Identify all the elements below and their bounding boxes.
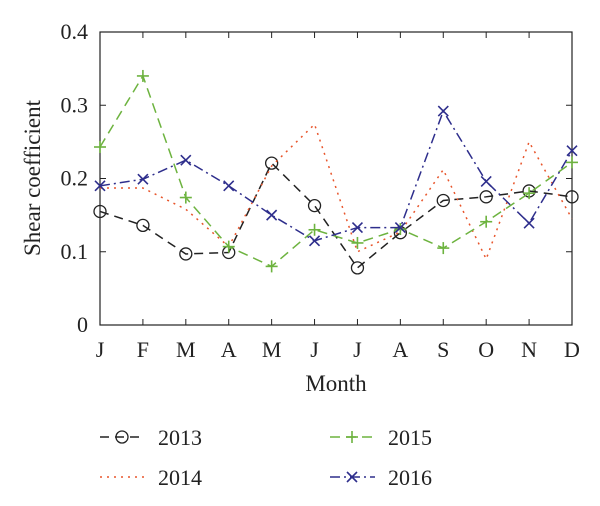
x-tick-label: O <box>478 337 494 362</box>
x-tick-label: S <box>437 337 449 362</box>
legend-label: 2015 <box>388 425 432 450</box>
data-point-2013 <box>479 190 493 204</box>
data-point-2015 <box>222 240 235 253</box>
y-axis-title: Shear coefficient <box>20 99 45 256</box>
data-point-2015 <box>566 156 578 169</box>
data-point-2015 <box>480 215 493 228</box>
legend-marker <box>115 430 129 444</box>
series-line-2016 <box>99 109 573 242</box>
series-line-2015 <box>99 74 573 268</box>
legend-item-2014: 2014 <box>100 465 202 490</box>
y-tick-label: 0.3 <box>61 92 89 117</box>
data-point-2013 <box>136 218 150 233</box>
data-point-2016 <box>180 154 192 166</box>
legend-label: 2016 <box>388 465 432 490</box>
series-2014 <box>100 122 573 262</box>
data-point-2016 <box>308 235 321 247</box>
data-point-2015 <box>394 223 407 236</box>
series-line-2014 <box>100 122 573 262</box>
data-point-2015 <box>308 223 321 236</box>
x-tick-label: M <box>176 337 196 362</box>
data-point-2015 <box>437 242 450 255</box>
series-2013 <box>93 156 579 275</box>
data-point-2016 <box>523 217 535 229</box>
y-tick-label: 0.4 <box>61 19 89 44</box>
legend: 2013 2014 2015 2016 <box>100 425 432 490</box>
legend-item-2015: 2015 <box>330 425 432 450</box>
data-point-2013 <box>565 190 579 204</box>
data-point-2015 <box>136 69 149 82</box>
data-point-2013 <box>350 261 365 275</box>
plot-area <box>99 31 573 326</box>
legend-item-2013: 2013 <box>100 425 202 450</box>
legend-label: 2013 <box>158 425 202 450</box>
data-point-2016 <box>266 209 278 221</box>
legend-item-2016: 2016 <box>330 465 432 490</box>
data-point-2016 <box>480 175 492 187</box>
x-tick-label: F <box>137 337 149 362</box>
data-point-2013 <box>307 198 322 213</box>
data-point-2015 <box>179 191 192 204</box>
data-point-2016 <box>223 180 235 192</box>
data-point-2013 <box>264 156 279 170</box>
y-tick-label: 0.2 <box>61 166 89 191</box>
data-point-2015 <box>265 260 278 273</box>
x-tick-label: A <box>392 337 408 362</box>
x-axis-title: Month <box>305 371 367 396</box>
data-point-2016 <box>394 222 406 234</box>
series-group <box>93 69 579 275</box>
x-tick-label: A <box>221 337 237 362</box>
data-point-2016 <box>351 222 364 234</box>
x-tick-label: D <box>564 337 580 362</box>
x-tick-label: N <box>521 337 537 362</box>
series-2015 <box>94 69 578 273</box>
series-line-2013 <box>99 161 573 269</box>
series-2016 <box>94 105 578 247</box>
data-point-2013 <box>93 204 107 219</box>
y-tick-label: 0 <box>77 312 88 337</box>
data-point-2016 <box>137 173 149 185</box>
legend-marker <box>346 471 358 483</box>
data-point-2016 <box>437 105 449 117</box>
legend-label: 2014 <box>158 465 202 490</box>
data-point-2016 <box>94 180 106 192</box>
y-axis: 0 0.1 0.2 0.3 0.4 <box>61 19 572 337</box>
legend-marker <box>346 431 358 443</box>
data-point-2015 <box>523 187 536 200</box>
data-point-2016 <box>566 145 578 157</box>
x-tick-label: M <box>262 337 282 362</box>
data-point-2015 <box>94 141 106 154</box>
data-point-2013 <box>179 247 193 261</box>
x-tick-label: J <box>353 337 362 362</box>
data-point-2015 <box>351 236 364 249</box>
y-tick-label: 0.1 <box>61 239 89 264</box>
x-tick-label: J <box>310 337 319 362</box>
x-tick-label: J <box>96 337 105 362</box>
data-point-2013 <box>436 193 450 208</box>
